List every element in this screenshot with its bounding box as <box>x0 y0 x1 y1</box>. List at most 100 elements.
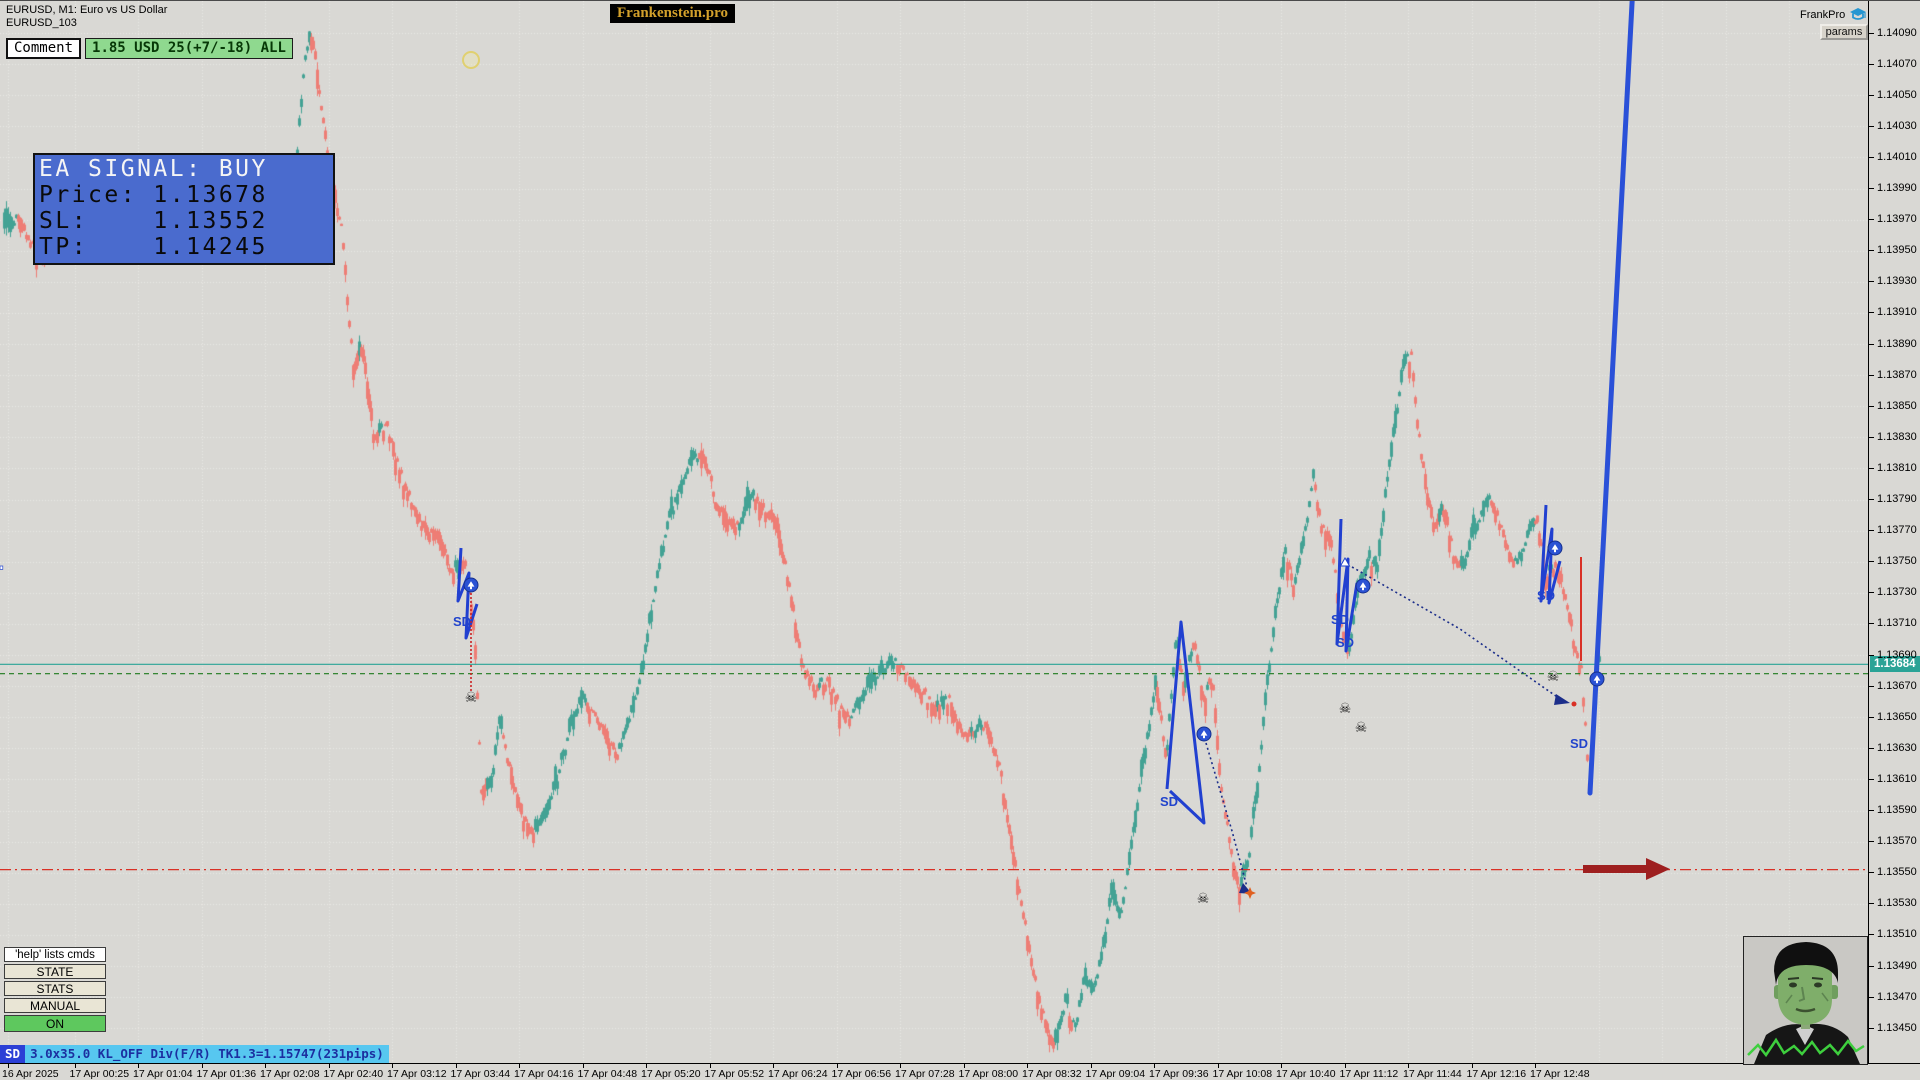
time-tick-label: 17 Apr 08:00 <box>958 1068 1019 1080</box>
time-tick-label: 17 Apr 06:24 <box>768 1068 828 1080</box>
price-tick-mark <box>1869 32 1874 34</box>
time-tick-label: 17 Apr 01:36 <box>196 1068 257 1080</box>
price-tick-mark <box>1869 63 1874 65</box>
price-tick-mark <box>1869 778 1874 780</box>
price-tick-label: 1.13450 <box>1877 1021 1917 1034</box>
time-tick-mark <box>456 1064 457 1068</box>
time-tick-label: 17 Apr 04:16 <box>514 1068 574 1080</box>
comment-button[interactable]: Comment <box>6 38 82 59</box>
time-tick-mark <box>964 1064 965 1068</box>
brand-badge: FrankPro <box>1800 7 1867 22</box>
brand-name: FrankPro <box>1800 8 1846 21</box>
price-tick-label: 1.13790 <box>1877 493 1917 505</box>
price-tick-label: 1.13850 <box>1877 399 1917 412</box>
price-tick-label: 1.13570 <box>1877 835 1917 848</box>
frankenstein-portrait <box>1743 936 1868 1065</box>
price-axis[interactable]: 1.13684 1.14090 1.14070 1.14050 1.14030 1.14… <box>1868 1 1920 1063</box>
time-tick-label: 17 Apr 09:04 <box>1085 1068 1146 1080</box>
price-tick-label: 1.14090 <box>1877 26 1917 39</box>
state-button[interactable]: STATE <box>4 964 106 979</box>
price-tick-label: 1.13890 <box>1877 337 1917 350</box>
price-tick-label: 1.13750 <box>1877 555 1917 568</box>
ea-signal-box: EA SIGNAL: BUY Price: 1.13678 SL: 1.1355… <box>33 153 335 265</box>
price-tick-label: 1.13770 <box>1877 524 1917 537</box>
price-tick-label: 1.13510 <box>1877 928 1917 941</box>
price-tick-mark <box>1869 841 1874 843</box>
price-tick-mark <box>1869 654 1874 656</box>
price-tick-label: 1.13730 <box>1877 586 1917 599</box>
time-tick-mark <box>773 1064 774 1068</box>
time-tick-mark <box>837 1064 838 1068</box>
time-tick-mark <box>1535 1064 1536 1068</box>
price-tick-mark <box>1869 281 1874 283</box>
price-tick-label: 1.13670 <box>1877 679 1917 692</box>
stats-button[interactable]: STATS <box>4 981 106 996</box>
price-tick-mark <box>1869 436 1874 438</box>
time-tick-label: 17 Apr 07:28 <box>895 1068 955 1080</box>
time-tick-mark <box>138 1064 139 1068</box>
price-tick-label: 1.13530 <box>1877 897 1917 910</box>
price-tick-label: 1.13630 <box>1877 741 1917 754</box>
price-tick-label: 1.13970 <box>1877 213 1917 226</box>
params-button[interactable]: params <box>1820 24 1868 40</box>
price-tick-mark <box>1869 965 1874 967</box>
ea-status-bar: SD 3.0x35.0 KL_OFF Div(F/R) TK1.3=1.1574… <box>0 1045 389 1063</box>
time-tick-label: 17 Apr 02:08 <box>260 1068 320 1080</box>
graduation-cap-icon <box>1850 8 1867 20</box>
price-tick-label: 1.13490 <box>1877 959 1917 972</box>
help-button[interactable]: 'help' lists cmds <box>4 947 106 962</box>
time-tick-mark <box>646 1064 647 1068</box>
time-tick-label: 17 Apr 02:40 <box>323 1068 384 1080</box>
current-price-badge: 1.13684 <box>1870 656 1920 673</box>
time-tick-label: 17 Apr 01:04 <box>133 1068 193 1080</box>
time-tick-mark <box>583 1064 584 1068</box>
price-tick-mark <box>1869 405 1874 407</box>
time-tick-mark <box>75 1064 76 1068</box>
ea-signal-sl: SL: 1.13552 <box>39 208 268 234</box>
account-stats-box: 1.85 USD 25(+7/-18) ALL <box>85 38 293 59</box>
frankenstein-image <box>1744 937 1867 1064</box>
price-tick-mark <box>1869 125 1874 127</box>
comment-row: Comment 1.85 USD 25(+7/-18) ALL <box>6 38 293 59</box>
time-tick-label: 17 Apr 03:12 <box>387 1068 447 1080</box>
price-tick-label: 1.13470 <box>1877 990 1917 1003</box>
price-tick-mark <box>1869 530 1874 532</box>
price-tick-mark <box>1869 188 1874 189</box>
time-tick-label: 17 Apr 05:52 <box>704 1068 765 1080</box>
price-tick-label: 1.13610 <box>1877 772 1917 785</box>
ea-signal-headline: EA SIGNAL: BUY <box>39 156 268 182</box>
on-button[interactable]: ON <box>4 1015 106 1032</box>
time-tick-label: 17 Apr 03:44 <box>450 1068 511 1080</box>
time-tick-mark <box>1218 1064 1219 1068</box>
time-tick-mark <box>900 1064 901 1068</box>
time-tick-mark <box>710 1064 711 1068</box>
price-tick-mark <box>1869 374 1874 376</box>
time-tick-mark <box>1408 1064 1409 1068</box>
manual-button[interactable]: MANUAL <box>4 998 106 1013</box>
time-tick-mark <box>329 1064 330 1068</box>
time-tick-label: 17 Apr 12:48 <box>1530 1068 1590 1080</box>
time-tick-mark <box>1281 1064 1282 1068</box>
time-tick-mark <box>1091 1064 1092 1068</box>
time-tick-label: 17 Apr 00:25 <box>69 1068 130 1080</box>
time-tick-label: 17 Apr 06:56 <box>831 1068 892 1080</box>
price-tick-mark <box>1869 94 1874 96</box>
price-tick-label: 1.13690 <box>1877 648 1917 661</box>
time-tick-label: 17 Apr 05:20 <box>641 1068 701 1080</box>
price-tick-label: 1.13830 <box>1877 430 1917 443</box>
price-tick-mark <box>1869 561 1874 563</box>
price-tick-mark <box>1869 592 1874 594</box>
time-axis[interactable]: 16 Apr 2025 17 Apr 00:25 17 Apr 01:04 17 Ap… <box>0 1063 1920 1080</box>
price-tick-mark <box>1869 716 1874 718</box>
price-tick-label: 1.13550 <box>1877 866 1917 879</box>
time-tick-label: 17 Apr 08:32 <box>1022 1068 1082 1080</box>
price-tick-label: 1.13870 <box>1877 368 1917 381</box>
price-tick-label: 1.13930 <box>1877 275 1917 288</box>
price-tick-label: 1.14030 <box>1877 119 1917 132</box>
time-tick-label: 16 Apr 2025 <box>2 1068 59 1080</box>
price-tick-label: 1.13810 <box>1877 461 1917 474</box>
price-tick-label: 1.13910 <box>1877 306 1917 319</box>
time-tick-label: 17 Apr 12:16 <box>1466 1068 1527 1080</box>
price-tick-mark <box>1869 467 1874 469</box>
